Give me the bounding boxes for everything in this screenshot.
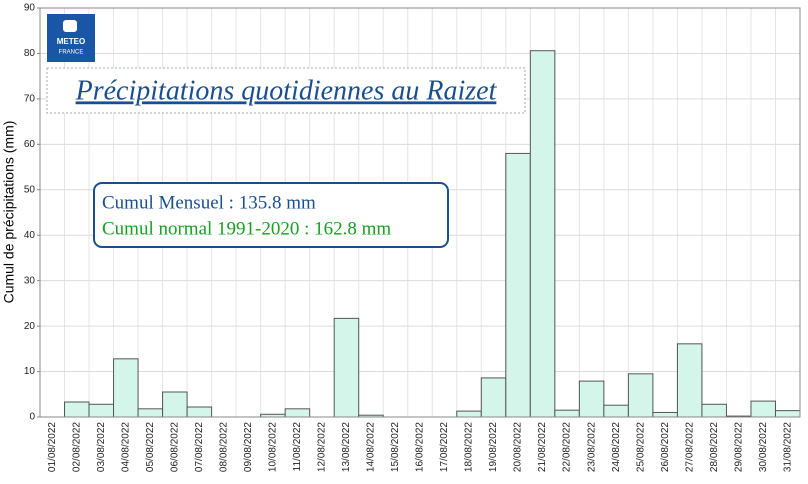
x-tick-label: 14/08/2022 xyxy=(366,422,377,472)
bar xyxy=(676,343,703,418)
bar xyxy=(480,377,507,418)
bar xyxy=(64,401,90,418)
bar xyxy=(186,406,213,418)
y-tick-label: 50 xyxy=(24,184,36,195)
plot-frame xyxy=(39,7,801,418)
bar xyxy=(652,411,678,418)
x-tick-label: 07/08/2022 xyxy=(194,422,205,472)
bar xyxy=(774,410,801,418)
title-box xyxy=(46,67,526,114)
annotation: Cumul Mensuel : 135.8 mm xyxy=(102,192,316,213)
y-tick-label: 70 xyxy=(24,94,36,105)
x-tick-label: 16/08/2022 xyxy=(415,422,426,472)
x-tick-label: 30/08/2022 xyxy=(758,422,769,472)
bar xyxy=(88,403,115,418)
x-tick-label: 05/08/2022 xyxy=(145,422,156,472)
bar xyxy=(750,400,776,418)
y-tick-label: 30 xyxy=(24,275,36,286)
y-tick-label: 90 xyxy=(24,3,36,14)
bar xyxy=(113,358,139,418)
bar xyxy=(162,391,188,418)
bar xyxy=(603,404,629,418)
x-tick-label: 31/08/2022 xyxy=(782,422,793,472)
y-tick-label: 20 xyxy=(24,321,36,332)
x-tick-label: 22/08/2022 xyxy=(562,422,573,472)
y-tick-label: 0 xyxy=(29,412,35,423)
x-tick-label: 09/08/2022 xyxy=(243,422,254,472)
x-tick-label: 21/08/2022 xyxy=(537,422,548,472)
y-axis-label: Cumul de précipitations (mm) xyxy=(1,121,17,304)
annotation: Cumul normal 1991-2020 : 162.8 mm xyxy=(102,218,391,239)
bar xyxy=(627,373,654,418)
x-tick-label: 12/08/2022 xyxy=(317,422,328,472)
y-tick-label: 10 xyxy=(24,366,36,377)
x-tick-label: 11/08/2022 xyxy=(292,422,303,472)
bar xyxy=(505,152,531,418)
bar xyxy=(456,410,482,418)
x-tick-label: 04/08/2022 xyxy=(120,422,131,472)
y-tick-label: 40 xyxy=(24,230,36,241)
x-tick-label: 28/08/2022 xyxy=(709,422,720,472)
bar xyxy=(701,403,727,418)
x-tick-label: 24/08/2022 xyxy=(611,422,622,472)
x-tick-label: 26/08/2022 xyxy=(660,422,671,472)
info-box xyxy=(93,182,449,248)
x-tick-label: 25/08/2022 xyxy=(635,422,646,472)
y-tick-label: 80 xyxy=(24,48,36,59)
x-tick-label: 15/08/2022 xyxy=(390,422,401,472)
x-tick-label: 01/08/2022 xyxy=(47,422,58,472)
bar xyxy=(554,409,580,418)
logo-text: FRANCE xyxy=(59,50,84,56)
bar xyxy=(333,317,360,418)
x-tick-label: 18/08/2022 xyxy=(464,422,475,472)
x-tick-label: 10/08/2022 xyxy=(268,422,279,472)
x-tick-label: 02/08/2022 xyxy=(71,422,82,472)
x-tick-label: 06/08/2022 xyxy=(169,422,180,472)
bar xyxy=(284,408,311,418)
x-tick-label: 29/08/2022 xyxy=(733,422,744,472)
x-tick-label: 08/08/2022 xyxy=(219,422,230,472)
bar xyxy=(137,408,164,418)
logo-icon xyxy=(63,20,77,32)
x-tick-label: 20/08/2022 xyxy=(513,422,524,472)
x-tick-label: 27/08/2022 xyxy=(684,422,695,472)
x-tick-label: 23/08/2022 xyxy=(586,422,597,472)
y-tick-label: 60 xyxy=(24,139,36,150)
x-tick-label: 03/08/2022 xyxy=(96,422,107,472)
x-tick-label: 19/08/2022 xyxy=(488,422,499,472)
chart-title: Précipitations quotidiennes au Raizet xyxy=(75,75,498,106)
x-tick-label: 17/08/2022 xyxy=(439,422,450,472)
bar xyxy=(529,50,556,418)
logo-text: METEO xyxy=(57,37,85,46)
bar xyxy=(578,380,605,418)
bars xyxy=(64,50,801,418)
x-tick-label: 13/08/2022 xyxy=(341,422,352,472)
